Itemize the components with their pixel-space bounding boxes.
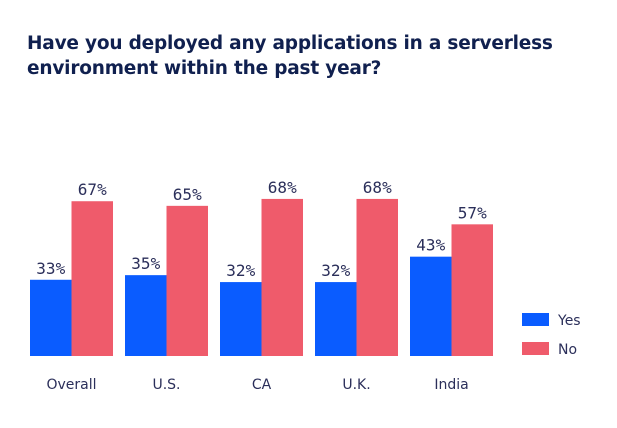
bar-no-us — [166, 205, 208, 356]
bar-group-overall: 33% 67% Overall — [30, 180, 113, 393]
bar-no-india — [451, 224, 493, 356]
data-label: 57% — [458, 203, 487, 222]
x-tick-label: CA — [252, 377, 272, 393]
legend-swatch-yes — [522, 313, 549, 326]
bar-no-ca — [261, 198, 303, 356]
bar-yes-overall — [30, 279, 72, 356]
bar-no-overall — [71, 201, 113, 356]
chart-title-line-2: environment within the past year? — [27, 58, 382, 79]
legend-swatch-no — [522, 342, 549, 355]
data-label: 32% — [226, 261, 255, 280]
bar-no-uk — [356, 198, 398, 356]
legend-label-no: No — [558, 342, 577, 358]
chart-title-line-1: Have you deployed any applications in a … — [27, 33, 553, 54]
data-label: 65% — [173, 185, 202, 204]
bar-yes-india — [410, 256, 452, 356]
legend-label-yes: Yes — [557, 313, 581, 329]
data-label: 43% — [416, 236, 445, 255]
chart-title: Have you deployed any applications in a … — [27, 31, 553, 81]
data-label: 67% — [78, 180, 107, 199]
bar-yes-uk — [315, 282, 357, 356]
x-tick-label: Overall — [46, 377, 96, 393]
bar-group-india: 43% 57% India — [410, 203, 493, 393]
x-tick-label: U.K. — [342, 377, 370, 393]
bar-group-ca: 32% 68% CA — [220, 178, 303, 393]
data-label: 32% — [321, 261, 350, 280]
x-tick-label: U.S. — [152, 377, 180, 393]
bar-yes-ca — [220, 282, 262, 356]
x-tick-label: India — [434, 377, 468, 393]
data-label: 68% — [363, 178, 392, 197]
legend: Yes No — [522, 313, 581, 358]
data-label: 33% — [36, 259, 65, 278]
bar-group-us: 35% 65% U.S. — [125, 185, 208, 393]
bar-group-uk: 32% 68% U.K. — [315, 178, 398, 393]
data-label: 68% — [268, 178, 297, 197]
data-label: 35% — [131, 254, 160, 273]
bar-yes-us — [125, 275, 167, 356]
